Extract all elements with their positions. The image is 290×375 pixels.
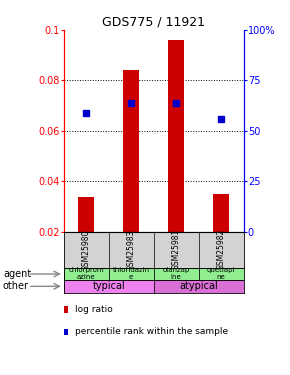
- Bar: [123, 70, 139, 232]
- Text: chlorprom
azine: chlorprom azine: [68, 267, 104, 280]
- Text: thioridazin
e: thioridazin e: [113, 267, 150, 280]
- Text: log ratio: log ratio: [75, 305, 113, 314]
- Text: other: other: [3, 281, 29, 291]
- Bar: [168, 40, 184, 232]
- Text: quetiapi
ne: quetiapi ne: [207, 267, 235, 280]
- Bar: [199, 268, 244, 280]
- Title: GDS775 / 11921: GDS775 / 11921: [102, 16, 205, 29]
- Text: GSM25983: GSM25983: [127, 229, 136, 270]
- Text: GSM25982: GSM25982: [217, 229, 226, 270]
- Bar: [64, 268, 109, 280]
- Text: percentile rank within the sample: percentile rank within the sample: [75, 327, 229, 336]
- Bar: [109, 268, 154, 280]
- Text: olanzap
ine: olanzap ine: [163, 267, 190, 280]
- Bar: [78, 196, 94, 232]
- Text: agent: agent: [3, 269, 31, 279]
- Bar: [213, 194, 229, 232]
- Text: GSM25981: GSM25981: [172, 229, 181, 270]
- Bar: [64, 280, 154, 292]
- Bar: [154, 280, 244, 292]
- Text: GSM25980: GSM25980: [82, 229, 91, 270]
- Bar: [154, 268, 199, 280]
- Text: typical: typical: [93, 281, 125, 291]
- Text: atypical: atypical: [179, 281, 218, 291]
